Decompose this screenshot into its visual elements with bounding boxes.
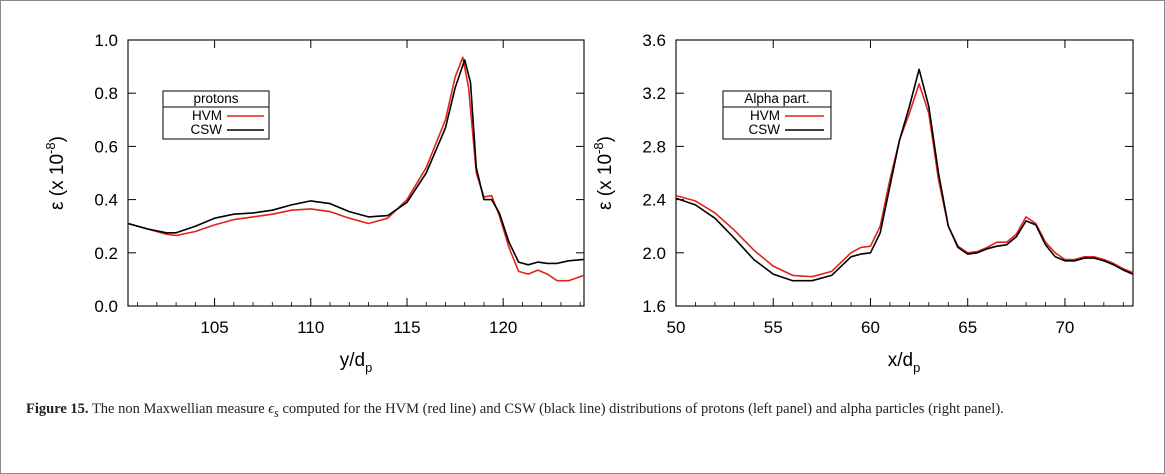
protons-y-tick-label: 0.6 [94, 137, 118, 156]
protons-y-tick-label: 1.0 [94, 31, 118, 50]
caption-symbol: ϵs [268, 401, 279, 420]
alpha-x-tick-label: 65 [958, 318, 977, 337]
protons-y-axis-label: ε (x 10-8) [43, 136, 68, 210]
alpha-y-tick-label: 3.6 [642, 31, 666, 50]
protons-panel: 105 110 115 120 0.0 0.2 0.4 0.6 0.8 1.0 ε (x 10-8… [43, 31, 585, 375]
protons-x-tick-label: 115 [393, 318, 420, 337]
alpha-x-tick-label: 70 [1055, 318, 1074, 337]
alpha-y-tick-label: 3.2 [642, 84, 666, 103]
protons-x-tick-label: 110 [297, 318, 324, 337]
protons-series-hvm-line [127, 56, 585, 282]
protons-x-tick-label: 120 [489, 318, 517, 337]
alpha-panel: 50 55 60 65 701.62.02.42.83.23.6 ε (x 10-8) … [591, 31, 1134, 375]
alpha-x-tick-label: 50 [667, 318, 686, 337]
alpha-x-axis-label: x/dp [888, 350, 921, 375]
caption-label: Figure 15. [26, 401, 89, 417]
protons-legend-hvm-label: HVM [192, 108, 222, 123]
protons-y-tick-label: 0.0 [94, 297, 118, 316]
protons-x-axis-label: y/dp [340, 350, 373, 375]
alpha-y-tick-label: 2.8 [642, 137, 666, 156]
alpha-y-tick-label: 2.4 [642, 191, 666, 210]
caption-text-after: computed for the HVM (red line) and CSW … [282, 401, 1004, 417]
protons-legend: protons HVM CSW [162, 90, 270, 140]
alpha-ticks: 50 55 60 65 70 1.6 2.0 2.4 2.8 3.2 3.6 [642, 31, 1133, 337]
alpha-y-tick-label: 1.6 [642, 297, 666, 316]
protons-plot-area [127, 39, 585, 307]
protons-legend-title: protons [193, 91, 238, 106]
alpha-legend-csw-label: CSW [749, 122, 781, 137]
alpha-legend: Alpha part. HVM CSW [722, 90, 832, 140]
protons-y-tick-label: 0.4 [94, 191, 118, 210]
alpha-legend-hvm-label: HVM [750, 108, 780, 123]
figure-caption: Figure 15. The non Maxwellian measure ϵs… [26, 398, 1136, 424]
alpha-y-tick-label: 2.0 [642, 244, 666, 263]
alpha-x-tick-label: 55 [764, 318, 783, 337]
alpha-series [675, 68, 1134, 282]
alpha-series-csw-line [675, 68, 1134, 282]
protons-ticks: 105 110 115 120 0.0 0.2 0.4 0.6 0.8 1.0 [94, 31, 584, 337]
protons-legend-csw-label: CSW [191, 122, 223, 137]
protons-legend-box [162, 90, 270, 140]
caption-text-before: The non Maxwellian measure [91, 401, 265, 417]
protons-y-tick-label: 0.2 [94, 244, 118, 263]
protons-series-csw-line [127, 59, 585, 266]
alpha-y-axis-label: ε (x 10-8) [591, 136, 616, 210]
alpha-plot-area [675, 39, 1134, 307]
figure-plots: 105 110 115 120 0.0 0.2 0.4 0.6 0.8 1.0 ε (x 10-8… [43, 31, 1134, 375]
alpha-legend-box [722, 90, 832, 140]
alpha-legend-title: Alpha part. [744, 91, 809, 106]
protons-x-tick-label: 105 [200, 318, 228, 337]
protons-y-tick-label: 0.8 [94, 84, 118, 103]
alpha-x-tick-label: 60 [861, 318, 880, 337]
protons-series [127, 56, 585, 282]
